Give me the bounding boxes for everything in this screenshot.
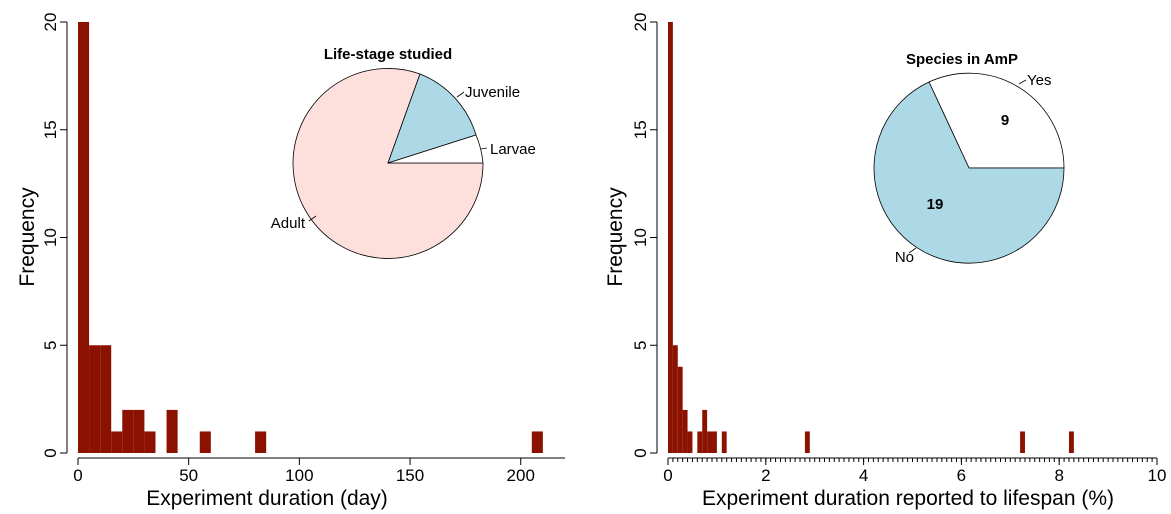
pie-slice-adult [292,68,484,259]
right-bar-9 [721,431,727,453]
left-x-tick-label: 0 [73,466,82,485]
left-x-axis-label: Experiment duration (day) [146,487,388,510]
pie-slice-larvae [387,134,484,164]
right-y-tick-label: 20 [631,13,650,32]
left-bar-8 [199,431,211,453]
right-y-tick-label: 15 [631,120,650,139]
pie-leader-no [908,247,917,254]
left-histogram-panel: 0 50 100 150 200 0 5 10 15 20 Experiment duratio… [16,13,565,510]
left-bar-10 [531,431,543,453]
right-bar-12 [1068,431,1074,453]
right-bar-6 [702,409,708,453]
right-bar-10 [804,431,810,453]
left-y-tick-label: 0 [41,448,60,457]
right-y-tick-label: 5 [631,341,650,350]
left-y-axis-label: Frequency [16,187,39,287]
left-histogram-bars [78,22,543,453]
species-in-amp-pie: Species in AmP Yes No 9 19 [873,51,1065,266]
life-stage-pie-title: Life-stage studied [324,46,452,63]
left-bar-3 [111,431,123,453]
pie-leader-juvenile [456,91,465,98]
left-bar-7 [166,409,178,453]
right-y-tick-label: 0 [631,448,650,457]
right-x-tick-label: 10 [1148,466,1167,485]
right-bar-3 [682,409,688,453]
right-bar-0 [668,22,673,453]
pie-leader-larvae [480,147,488,150]
left-y-ticks: 0 5 10 15 20 [41,13,67,458]
left-bar-2 [100,345,112,453]
right-y-axis-label: Frequency [604,187,627,287]
right-x-ticks: 0 2 4 6 8 10 [663,458,1166,485]
pie-leader-yes [1018,79,1027,85]
pie-label-no: No [895,249,914,266]
right-bar-4 [687,431,693,453]
right-x-tick-label: 6 [957,466,966,485]
left-bar-6 [144,431,156,453]
right-histogram-panel: 0 2 4 6 8 10 0 5 10 15 20 Experiment duration rep… [604,13,1166,510]
right-histogram-bars [668,22,1074,453]
right-bar-11 [1020,431,1025,453]
pie-label-yes: Yes [1027,72,1051,89]
species-pie-title: Species in AmP [906,51,1018,68]
pie-slice-no [873,81,1065,264]
right-x-tick-label: 4 [859,466,868,485]
left-bar-9 [255,431,267,453]
left-y-tick-label: 20 [41,13,60,32]
pie-slice-yes [928,72,1065,169]
left-x-tick-label: 50 [179,466,198,485]
pie-label-larvae: Larvae [490,141,536,158]
left-bar-5 [133,409,145,453]
right-x-tick-label: 8 [1054,466,1063,485]
left-x-tick-label: 100 [285,466,313,485]
right-bar-8 [712,431,717,453]
left-x-ticks: 0 50 100 150 200 [73,458,535,485]
pie-leader-adult [308,215,317,222]
right-bar-5 [697,431,703,453]
left-bar-4 [122,409,134,453]
right-bar-2 [677,366,683,453]
pie-count-yes: 9 [1001,112,1009,129]
right-x-axis-label: Experiment duration reported to lifespan… [702,487,1114,510]
pie-label-juvenile: Juvenile [465,84,520,101]
right-x-tick-label: 0 [663,466,672,485]
left-y-tick-label: 15 [41,120,60,139]
left-y-tick-label: 5 [41,341,60,350]
left-bar-0 [78,22,90,453]
right-bar-1 [672,345,678,453]
pie-label-adult: Adult [271,215,306,232]
left-x-tick-label: 150 [396,466,424,485]
life-stage-pie: Life-stage studied Juvenile Larvae Adult [271,46,536,259]
pie-count-no: 19 [927,196,944,213]
right-bar-7 [707,431,713,453]
left-y-tick-label: 10 [41,228,60,247]
right-y-tick-label: 10 [631,228,650,247]
pie-slice-juvenile [387,73,477,164]
left-bar-1 [89,345,101,453]
left-x-tick-label: 200 [507,466,535,485]
right-y-ticks: 0 5 10 15 20 [631,13,657,458]
right-x-tick-label: 2 [761,466,770,485]
